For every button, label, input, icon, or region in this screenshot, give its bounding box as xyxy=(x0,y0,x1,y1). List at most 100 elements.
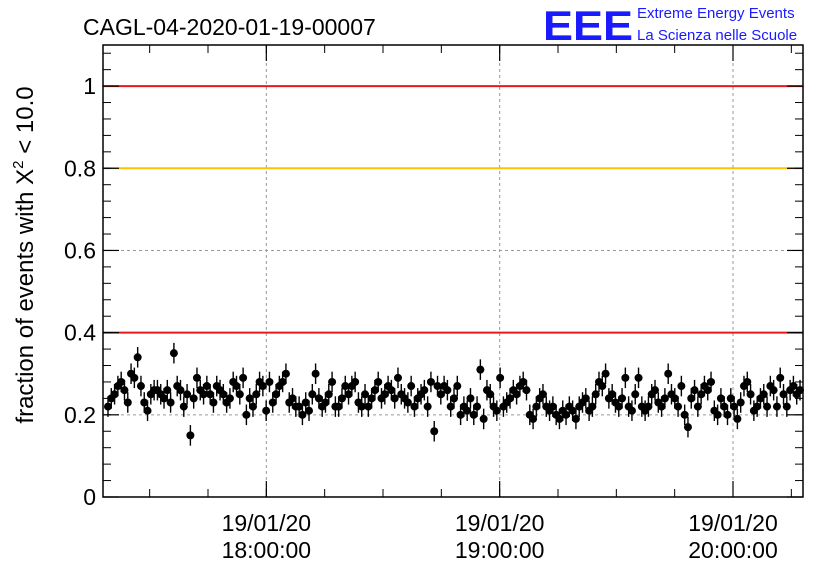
y-tick-label: 0.8 xyxy=(64,155,96,181)
data-point xyxy=(621,373,630,382)
y-tick-label: 1 xyxy=(83,73,96,99)
data-point xyxy=(571,414,580,423)
data-point xyxy=(163,386,172,395)
data-point xyxy=(301,398,310,407)
data-point xyxy=(660,394,669,403)
y-axis-label-main: fraction of events with X xyxy=(12,169,39,424)
data-point xyxy=(117,377,126,386)
x-tick-label-time: 20:00:00 xyxy=(688,537,778,563)
data-point xyxy=(555,414,564,423)
data-point xyxy=(245,394,254,403)
data-point xyxy=(272,390,281,399)
data-point xyxy=(598,382,607,391)
data-point xyxy=(512,390,521,399)
data-point xyxy=(651,386,660,395)
data-point xyxy=(522,386,531,395)
data-point xyxy=(733,414,742,423)
data-points xyxy=(104,342,804,446)
data-point xyxy=(693,402,702,411)
data-point xyxy=(532,402,541,411)
data-point xyxy=(334,402,343,411)
data-point xyxy=(380,390,389,399)
data-point xyxy=(262,406,271,415)
data-point xyxy=(321,398,330,407)
data-point xyxy=(608,390,617,399)
data-point xyxy=(690,386,699,395)
data-point xyxy=(627,406,636,415)
logo-line-1: Extreme Energy Events xyxy=(637,5,795,22)
data-point xyxy=(189,394,198,403)
x-tick-label-date: 19/01/20 xyxy=(455,510,545,536)
data-point xyxy=(183,390,192,399)
data-point xyxy=(179,402,188,411)
data-point xyxy=(776,373,785,382)
data-point xyxy=(463,406,472,415)
data-point xyxy=(186,431,195,440)
reference-lines xyxy=(103,85,803,334)
data-point xyxy=(433,382,442,391)
data-point xyxy=(453,382,462,391)
data-point xyxy=(364,402,373,411)
eee-logo: EEE Extreme Energy Events La Scienza nel… xyxy=(543,2,797,49)
data-point xyxy=(548,402,557,411)
data-point xyxy=(674,402,683,411)
data-point xyxy=(192,373,201,382)
data-point xyxy=(703,386,712,395)
data-point xyxy=(410,402,419,411)
y-axis-label-tail: < 10.0 xyxy=(12,86,39,160)
x-tick-label-date: 19/01/20 xyxy=(688,510,778,536)
data-point xyxy=(341,382,350,391)
data-point xyxy=(644,402,653,411)
y-tick-label: 0.4 xyxy=(64,320,96,346)
x-tick-label-time: 19:00:00 xyxy=(455,537,545,563)
data-point xyxy=(420,386,429,395)
data-point xyxy=(232,382,241,391)
data-point xyxy=(466,394,475,403)
data-point xyxy=(143,406,152,415)
data-point xyxy=(446,402,455,411)
data-point xyxy=(779,390,788,399)
data-point xyxy=(206,390,215,399)
data-point xyxy=(476,365,485,374)
axes: 00.20.40.60.8119/01/2018:00:0019/01/2019… xyxy=(64,45,803,563)
logo-letters: EEE xyxy=(543,2,633,49)
data-point xyxy=(136,382,145,391)
data-point xyxy=(496,373,505,382)
plot-frame xyxy=(102,44,804,498)
data-point xyxy=(324,390,333,399)
data-point xyxy=(209,398,218,407)
data-point xyxy=(716,394,725,403)
data-point xyxy=(746,390,755,399)
data-point xyxy=(436,390,445,399)
y-axis-label: fraction of events with X2 < 10.0 xyxy=(10,86,39,423)
y-tick-label: 0 xyxy=(83,484,96,510)
x-tick-label-date: 19/01/20 xyxy=(222,510,312,536)
data-point xyxy=(176,386,185,395)
data-point xyxy=(772,402,781,411)
data-point xyxy=(782,402,791,411)
data-point xyxy=(314,394,323,403)
data-point xyxy=(753,402,762,411)
y-axis-label-superscript: 2 xyxy=(10,160,27,168)
data-point xyxy=(538,390,547,399)
data-point xyxy=(337,394,346,403)
data-point xyxy=(456,410,465,419)
data-point xyxy=(351,377,360,386)
data-point xyxy=(713,410,722,419)
data-point xyxy=(423,402,432,411)
data-point xyxy=(305,406,314,415)
data-point xyxy=(680,410,689,419)
data-point xyxy=(235,390,244,399)
data-point xyxy=(225,394,234,403)
data-point xyxy=(763,402,772,411)
data-point xyxy=(670,394,679,403)
data-point xyxy=(562,410,571,419)
data-point xyxy=(707,377,716,386)
data-point xyxy=(506,394,515,403)
data-point xyxy=(723,410,732,419)
data-point xyxy=(166,398,175,407)
data-point xyxy=(248,402,257,411)
data-point xyxy=(486,390,495,399)
data-point xyxy=(357,402,366,411)
data-point xyxy=(796,386,804,395)
